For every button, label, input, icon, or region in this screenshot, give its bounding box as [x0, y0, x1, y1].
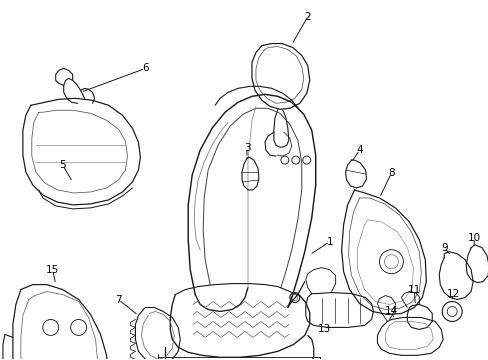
Text: 7: 7: [115, 294, 122, 305]
Text: 13: 13: [317, 324, 331, 334]
Text: 15: 15: [46, 265, 59, 275]
Text: 14: 14: [384, 306, 397, 316]
Text: 8: 8: [387, 168, 394, 178]
Text: 4: 4: [356, 145, 362, 155]
Text: 1: 1: [325, 237, 332, 247]
Text: 2: 2: [304, 12, 310, 22]
Text: 11: 11: [407, 284, 420, 294]
Text: 3: 3: [243, 143, 250, 153]
Text: 9: 9: [440, 243, 447, 253]
Text: 6: 6: [142, 63, 148, 73]
Text: 10: 10: [467, 233, 480, 243]
Text: 12: 12: [446, 289, 459, 298]
Text: 5: 5: [59, 160, 66, 170]
